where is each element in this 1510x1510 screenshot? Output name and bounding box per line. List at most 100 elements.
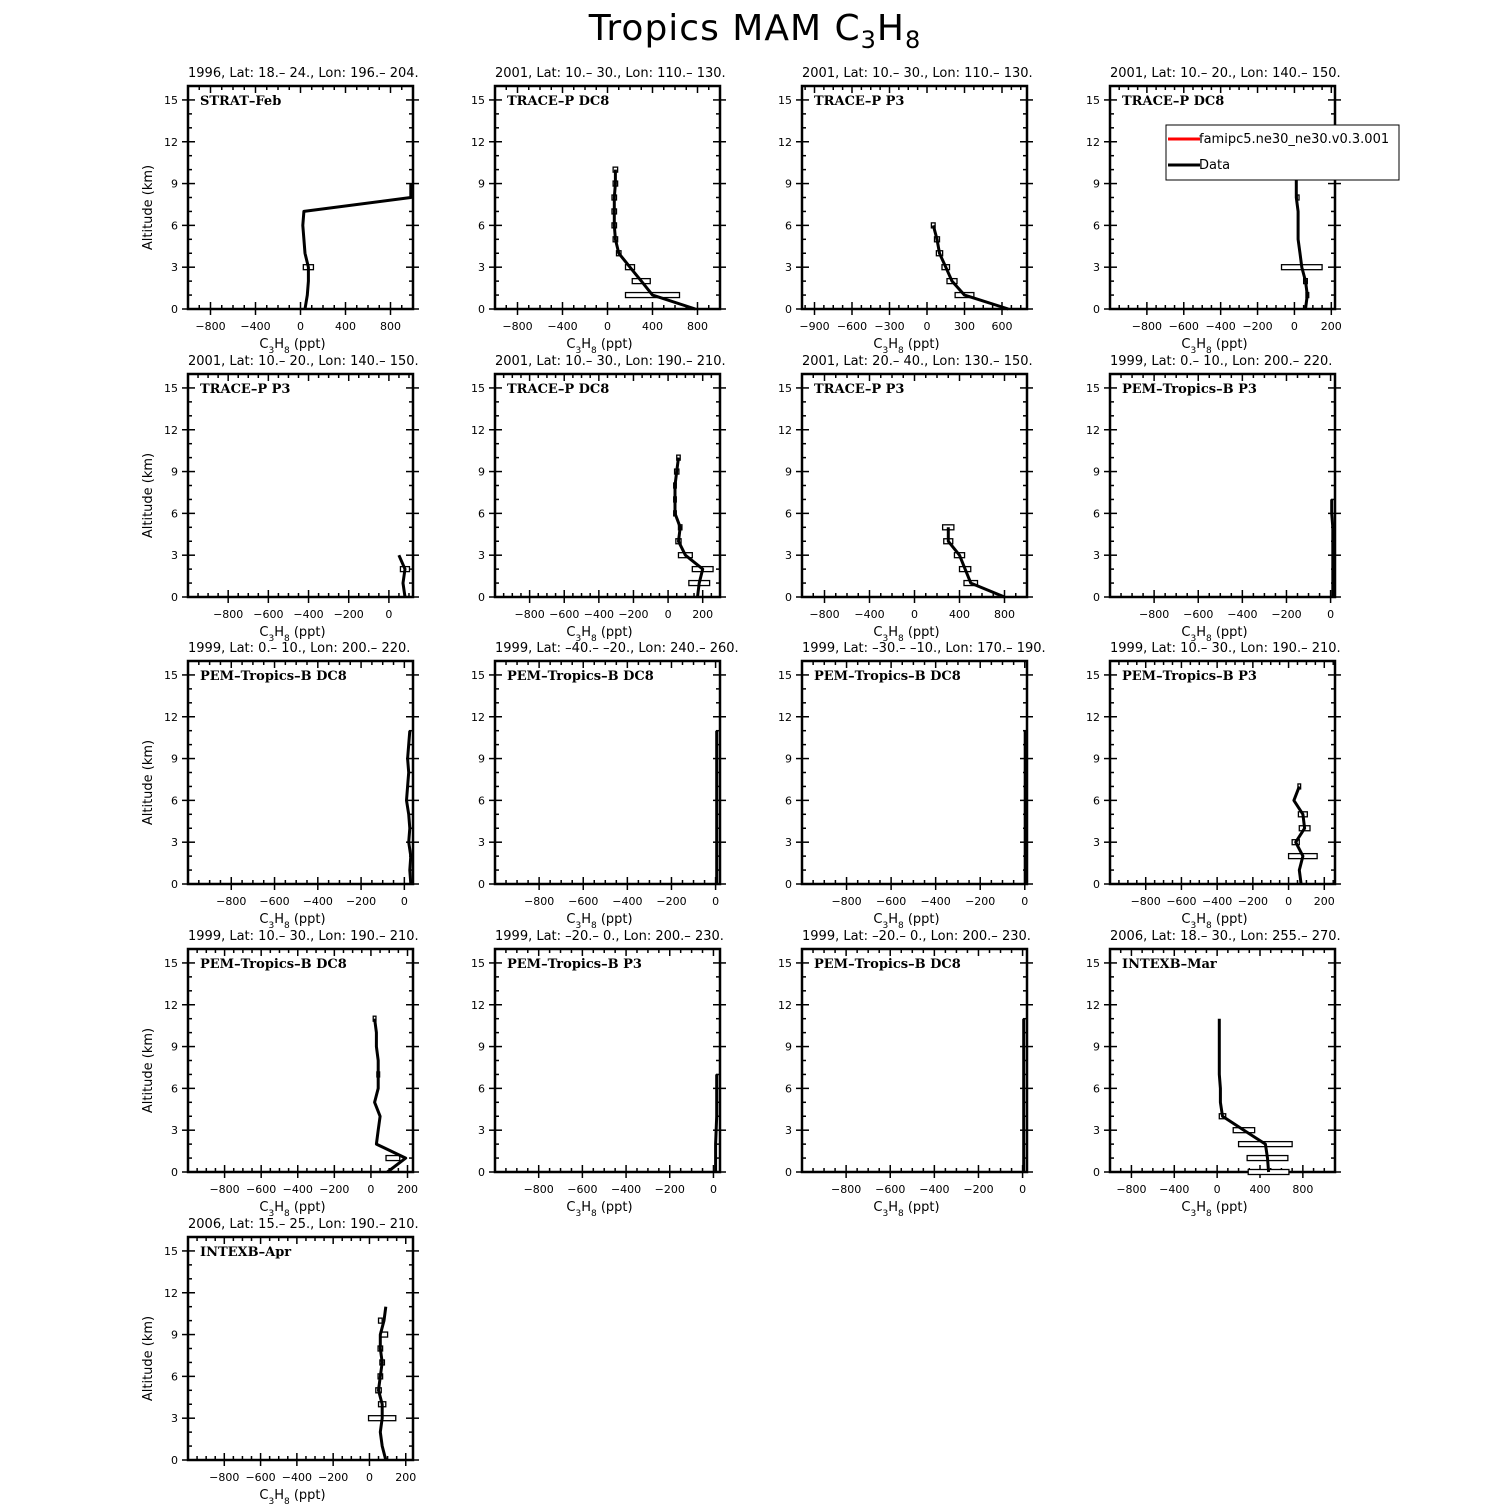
x-tick-label: 200: [395, 1471, 416, 1484]
y-tick-label: 9: [785, 178, 792, 191]
x-tick-label: 200: [692, 608, 713, 621]
plot-frame: [493, 947, 722, 1174]
panel-title: 2001, Lat: 10.– 30., Lon: 110.– 130.: [495, 66, 726, 81]
x-tick-label: −400: [283, 1183, 313, 1196]
x-tick-label: −600: [246, 1183, 276, 1196]
x-tick-label: 0: [385, 608, 392, 621]
panel-title: 1999, Lat: 10.– 30., Lon: 190.– 210.: [188, 929, 419, 944]
panel-title: 2001, Lat: 10.– 20., Lon: 140.– 150.: [188, 354, 419, 369]
plot-frame: [1108, 372, 1337, 599]
x-tick-label: 0: [401, 895, 408, 908]
x-tick-label: 200: [1321, 320, 1342, 333]
series-line-data: [1217, 1018, 1271, 1173]
y-tick-label: 0: [1093, 591, 1100, 604]
series-line-data: [301, 183, 413, 310]
panel-12: 1999, Lat: 10.– 30., Lon: 190.– 210. PEM–…: [1086, 641, 1341, 931]
x-tick-label: −200: [963, 1183, 993, 1196]
y-tick-label: 12: [164, 1287, 178, 1300]
y-tick-label: 15: [778, 94, 792, 107]
campaign-label: PEM–Tropics–B DC8: [200, 957, 347, 972]
series-line-data: [1292, 785, 1307, 885]
x-tick-label: −400: [854, 608, 884, 621]
panel-16: 2006, Lat: 18.– 30., Lon: 255.– 270. INTE…: [1086, 929, 1341, 1219]
y-tick-label: 6: [171, 219, 178, 232]
x-axis-label: C3H8 (ppt): [566, 1200, 632, 1219]
y-tick-label: 0: [1093, 303, 1100, 316]
y-tick-label: 0: [785, 1166, 792, 1179]
y-tick-label: 6: [785, 794, 792, 807]
x-tick-label: −800: [515, 608, 545, 621]
y-tick-label: 12: [778, 424, 792, 437]
y-tick-label: 6: [171, 507, 178, 520]
y-tick-label: 0: [478, 878, 485, 891]
x-tick-label: −600: [259, 895, 289, 908]
x-tick-label: 800: [994, 608, 1015, 621]
x-tick-label: 0: [710, 1183, 717, 1196]
y-tick-label: 6: [1093, 794, 1100, 807]
panel-title: 1999, Lat: 10.– 30., Lon: 190.– 210.: [1110, 641, 1341, 656]
figure-title: Tropics MAM C3H8: [588, 8, 922, 55]
y-tick-label: 9: [478, 178, 485, 191]
y-tick-label: 6: [785, 219, 792, 232]
y-tick-label: 15: [471, 669, 485, 682]
x-tick-label: −600: [245, 1471, 275, 1484]
y-tick-label: 15: [471, 94, 485, 107]
x-tick-label: −800: [209, 1471, 239, 1484]
y-tick-label: 6: [1093, 1082, 1100, 1095]
campaign-label: TRACE–P P3: [814, 382, 904, 397]
panel-title: 2001, Lat: 10.– 30., Lon: 190.– 210.: [495, 354, 726, 369]
y-tick-label: 3: [478, 836, 485, 849]
x-tick-label: −400: [921, 895, 951, 908]
x-tick-label: 0: [911, 608, 918, 621]
y-tick-label: 9: [478, 1041, 485, 1054]
x-tick-label: −600: [1183, 608, 1213, 621]
y-tick-label: 3: [478, 1124, 485, 1137]
x-tick-label: 800: [380, 320, 401, 333]
plot-frame: [493, 84, 722, 311]
x-tick-label: −800: [831, 1183, 861, 1196]
series-line-data: [1330, 499, 1335, 597]
x-tick-label: −800: [1132, 320, 1162, 333]
x-tick-label: −400: [584, 608, 614, 621]
x-tick-label: −800: [216, 895, 246, 908]
panel-6: 2001, Lat: 10.– 30., Lon: 190.– 210. TRAC…: [471, 354, 726, 644]
x-tick-label: 400: [335, 320, 356, 333]
x-axis-label: C3H8 (ppt): [566, 625, 632, 644]
y-tick-label: 3: [478, 261, 485, 274]
panel-8: 1999, Lat: 0.– 10., Lon: 200.– 220. PEM–T…: [1086, 354, 1341, 644]
x-tick-label: −800: [524, 895, 554, 908]
series-line-data: [714, 1074, 719, 1172]
y-tick-label: 15: [164, 957, 178, 970]
x-tick-label: −400: [547, 320, 577, 333]
x-axis-label: C3H8 (ppt): [259, 1200, 325, 1219]
y-tick-label: 3: [785, 836, 792, 849]
campaign-label: TRACE–P DC8: [507, 382, 609, 397]
x-tick-label: −600: [876, 895, 906, 908]
plot-frame: [800, 372, 1029, 599]
y-tick-label: 3: [785, 549, 792, 562]
x-tick-label: −400: [1206, 320, 1236, 333]
x-tick-label: −600: [567, 1183, 597, 1196]
x-tick-label: 0: [1019, 1183, 1026, 1196]
panel-title: 2006, Lat: 15.– 25., Lon: 190.– 210.: [188, 1217, 419, 1232]
x-tick-label: −400: [240, 320, 270, 333]
x-tick-label: −400: [1159, 1183, 1189, 1196]
y-tick-label: 6: [478, 507, 485, 520]
y-tick-label: 6: [1093, 507, 1100, 520]
y-axis-label: Altitude (km): [141, 453, 156, 538]
plot-frame: [186, 659, 415, 886]
plot-frame: [800, 659, 1029, 886]
x-axis-label: C3H8 (ppt): [259, 912, 325, 931]
campaign-label: PEM–Tropics–B DC8: [814, 957, 961, 972]
campaign-label: PEM–Tropics–B P3: [507, 957, 642, 972]
campaign-label: INTEXB–Mar: [1122, 957, 1217, 972]
x-tick-label: 200: [397, 1183, 418, 1196]
series-line-data: [405, 730, 413, 885]
y-axis-label: Altitude (km): [141, 165, 156, 250]
y-tick-label: 12: [778, 136, 792, 149]
x-axis-label: C3H8 (ppt): [259, 625, 325, 644]
y-tick-label: 9: [785, 1041, 792, 1054]
x-tick-label: −800: [809, 608, 839, 621]
y-tick-label: 3: [171, 549, 178, 562]
